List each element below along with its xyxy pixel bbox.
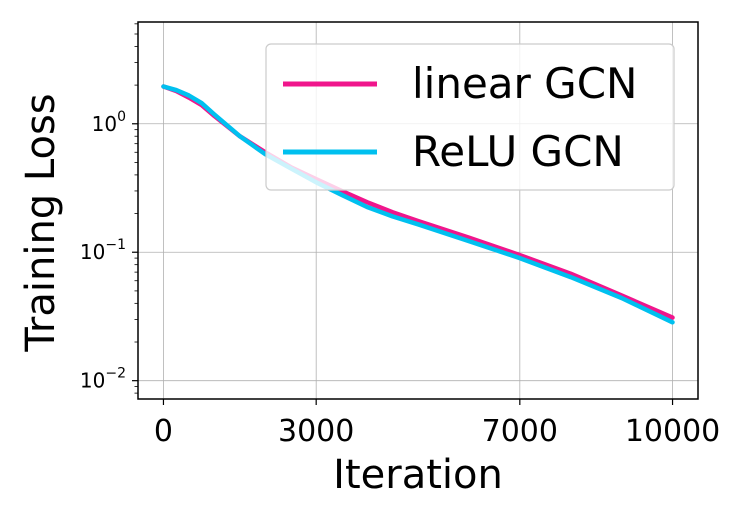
legend-label-1: ReLU GCN: [412, 127, 624, 176]
legend-label-0: linear GCN: [412, 59, 637, 108]
x-tick-label: 0: [154, 414, 173, 449]
plot-frame: [137, 21, 699, 400]
y-tick-label: 10−2: [80, 366, 126, 393]
legend: linear GCN ReLU GCN: [265, 43, 675, 191]
x-tick-label: 3000: [278, 414, 354, 449]
y-tick-label: 100: [92, 109, 126, 136]
x-axis-label: Iteration: [333, 452, 503, 498]
x-tick-label: 7000: [482, 414, 558, 449]
x-tick-label: 10000: [625, 414, 720, 449]
y-axis-ticks: 100 10−1 10−2: [80, 23, 138, 394]
y-tick-label: 10−1: [80, 237, 126, 264]
x-axis-ticks: 0 3000 7000 10000: [154, 399, 720, 449]
y-axis-label: Training Loss: [18, 93, 64, 352]
